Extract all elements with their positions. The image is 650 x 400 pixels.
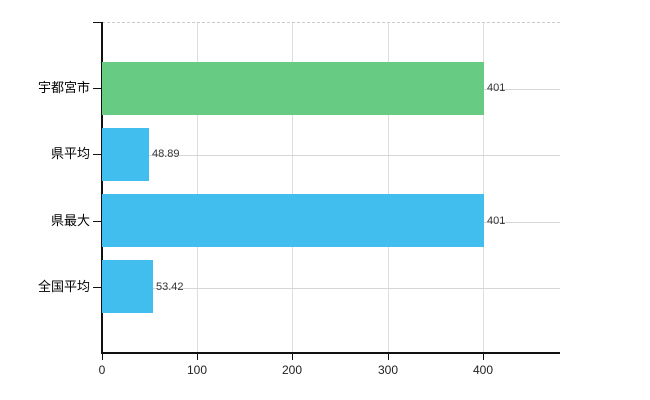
y-axis-label-県平均: 県平均 bbox=[50, 146, 90, 161]
x-axis-tick-label-0: 0 bbox=[98, 363, 106, 377]
bar-value-label: 401 bbox=[487, 82, 506, 94]
x-axis-tick-label-200: 200 bbox=[281, 363, 303, 377]
y-axis-label-宇都宮市: 宇都宮市 bbox=[37, 80, 90, 95]
bar-県平均 bbox=[102, 128, 149, 181]
y-axis-tick bbox=[93, 154, 102, 155]
y-axis-tick bbox=[93, 287, 102, 288]
y-axis-label-全国平均: 全国平均 bbox=[37, 279, 90, 294]
x-axis-tick-label-100: 100 bbox=[186, 363, 208, 377]
bar-県最大 bbox=[102, 194, 484, 247]
gridline-horizontal-category bbox=[102, 155, 560, 156]
gridline-vertical-400 bbox=[483, 23, 484, 353]
bar-value-label: 48.89 bbox=[152, 148, 180, 160]
x-axis-tick-label-300: 300 bbox=[377, 363, 399, 377]
y-axis-line bbox=[101, 22, 103, 354]
x-axis-line bbox=[101, 352, 560, 354]
x-axis-tick bbox=[388, 354, 389, 360]
gridline-horizontal-category bbox=[102, 288, 560, 289]
y-axis-tick bbox=[93, 221, 102, 222]
gridline-vertical-200 bbox=[292, 23, 293, 353]
bar-value-label: 53.42 bbox=[156, 281, 184, 293]
bar-宇都宮市 bbox=[102, 62, 484, 115]
y-axis-tick bbox=[93, 88, 102, 89]
gridline-vertical-300 bbox=[388, 23, 389, 353]
x-axis-tick bbox=[197, 354, 198, 360]
x-axis-tick bbox=[102, 354, 103, 360]
gridline-vertical-100 bbox=[197, 23, 198, 353]
x-axis-tick bbox=[292, 354, 293, 360]
bar-全国平均 bbox=[102, 260, 153, 313]
x-axis-tick-label-400: 400 bbox=[472, 363, 494, 377]
y-axis-tick-top bbox=[93, 22, 102, 23]
bar-value-label: 401 bbox=[487, 215, 506, 227]
x-axis-tick bbox=[483, 354, 484, 360]
y-axis-label-県最大: 県最大 bbox=[50, 213, 90, 228]
